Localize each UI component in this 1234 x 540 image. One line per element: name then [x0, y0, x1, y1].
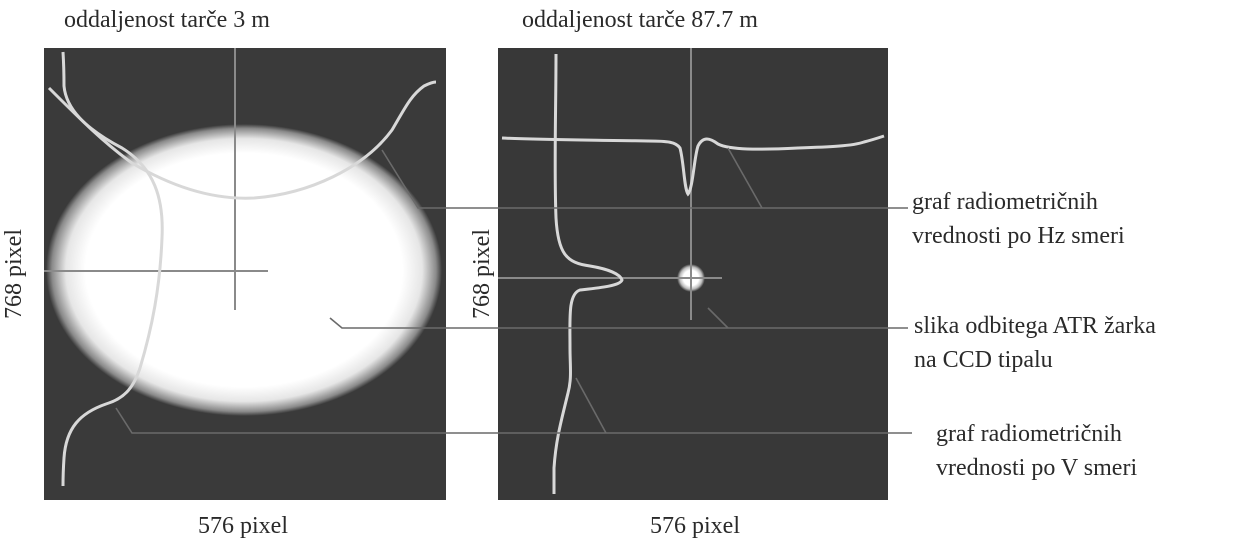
right-height-label: 768 pixel: [468, 222, 496, 326]
leader-hz-graph: [382, 150, 908, 208]
callout-hz-graph-line2: vrednosti po Hz smeri: [912, 222, 1125, 250]
leader-hz-graph-right: [728, 148, 762, 208]
callout-hz-graph-line1: graf radiometričnih: [912, 188, 1098, 216]
callout-v-graph-line1: graf radiometričnih: [936, 420, 1122, 448]
leader-atr-image: [330, 318, 908, 328]
left-width-label: 576 pixel: [198, 512, 288, 540]
leader-v-graph: [116, 408, 912, 433]
leader-atr-image-right: [708, 308, 728, 328]
callout-atr-image-line1: slika odbitega ATR žarka: [914, 312, 1156, 340]
right-width-label: 576 pixel: [650, 512, 740, 540]
leader-v-graph-right: [576, 378, 606, 433]
callout-atr-image-line2: na CCD tipalu: [914, 346, 1053, 374]
left-height-label: 768 pixel: [0, 222, 28, 326]
callout-v-graph-line2: vrednosti po V smeri: [936, 454, 1137, 482]
